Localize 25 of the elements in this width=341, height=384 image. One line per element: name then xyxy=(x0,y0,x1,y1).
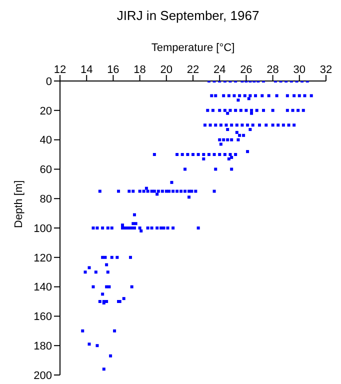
x-tick-label: 32 xyxy=(320,64,332,76)
y-tick-label: 0 xyxy=(46,76,52,88)
y-tick-label: 20 xyxy=(40,105,52,118)
x-tick-label: 14 xyxy=(80,64,93,76)
x-tick-label: 24 xyxy=(213,64,226,76)
x-tick-label: 12 xyxy=(54,64,66,76)
y-tick-label: 100 xyxy=(34,222,52,235)
chart-title: JIRJ in September, 1967 xyxy=(116,8,260,23)
y-tick-label: 140 xyxy=(34,282,52,294)
y-tick-label: 180 xyxy=(34,340,52,353)
x-tick-label: 26 xyxy=(240,64,252,76)
x-tick-label: 18 xyxy=(134,64,146,76)
y-tick-label: 40 xyxy=(40,134,52,147)
y-axis-title: Depth [m] xyxy=(12,180,25,228)
x-tick-label: 20 xyxy=(160,64,173,76)
x-tick-label: 28 xyxy=(266,64,279,76)
y-tick-label: 80 xyxy=(40,194,52,206)
y-tick-label: 160 xyxy=(34,311,52,324)
y-tick-label: 200 xyxy=(34,370,52,382)
x-axis-title: Temperature [°C] xyxy=(151,42,235,54)
y-tick-label: 60 xyxy=(40,164,52,176)
y-tick-label: 120 xyxy=(34,252,52,264)
x-tick-label: 16 xyxy=(107,64,120,76)
x-tick-label: 22 xyxy=(186,64,200,76)
x-tick-label: 30 xyxy=(293,64,306,76)
